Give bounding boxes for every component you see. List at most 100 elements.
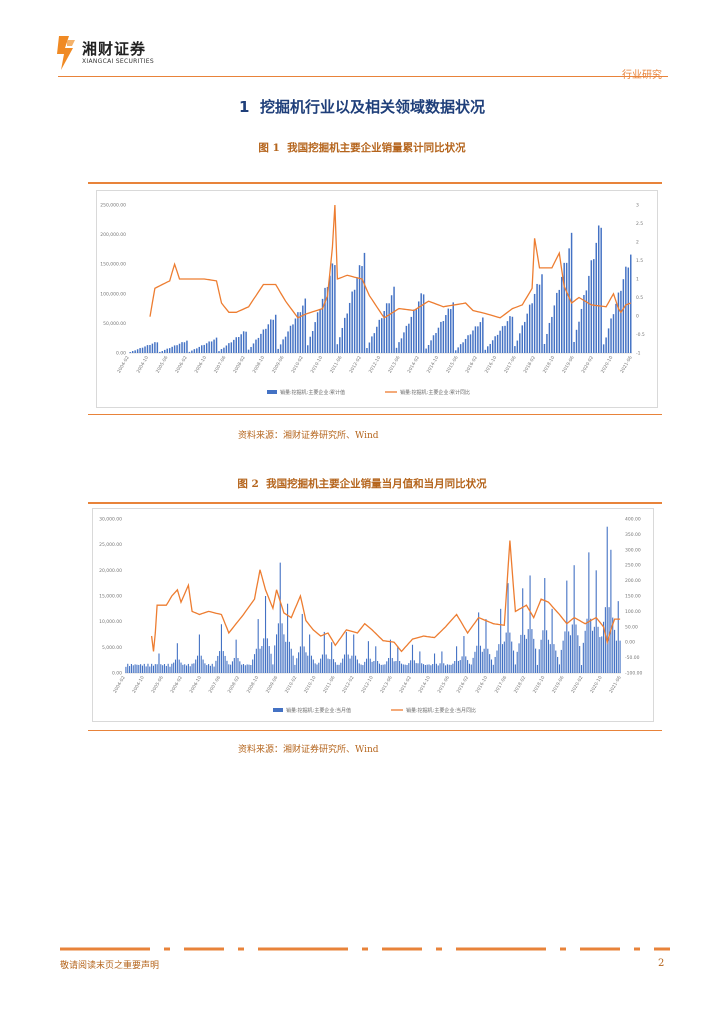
- x-tick-label: 2004-10: [131, 675, 146, 694]
- bar: [344, 317, 346, 353]
- y-right-tick-label: 100.00: [625, 609, 641, 615]
- legend-bar-label: 销量:挖掘机:主要企业:累计值: [280, 389, 345, 396]
- bar: [319, 309, 321, 353]
- bar: [143, 663, 145, 673]
- bar: [208, 341, 210, 353]
- series-line: [150, 540, 621, 653]
- bar: [509, 316, 511, 353]
- bar: [432, 664, 434, 673]
- bar: [426, 664, 428, 673]
- bar: [417, 301, 420, 353]
- bar: [615, 640, 617, 673]
- bar: [255, 339, 257, 353]
- bar: [382, 664, 384, 673]
- x-tick-label: 2013-06: [387, 355, 402, 374]
- bar: [519, 333, 521, 353]
- bar: [575, 329, 578, 353]
- bar: [336, 664, 338, 673]
- bar: [353, 289, 356, 353]
- bar: [314, 322, 316, 353]
- bar: [331, 263, 334, 353]
- bar: [533, 293, 536, 353]
- bar: [448, 664, 450, 673]
- bar: [237, 337, 240, 353]
- bar: [417, 663, 419, 673]
- bar: [441, 651, 443, 673]
- bar: [419, 651, 421, 673]
- x-tick-label: 2008-02: [232, 355, 247, 374]
- bar: [384, 664, 386, 673]
- x-tick-label: 2008-10: [246, 675, 261, 694]
- page-number: 2: [658, 958, 665, 969]
- bar: [557, 656, 559, 673]
- bar: [541, 274, 543, 353]
- bar: [543, 343, 546, 353]
- bar: [595, 242, 597, 353]
- bar: [331, 642, 333, 673]
- bar: [141, 347, 144, 353]
- bar: [334, 662, 336, 673]
- bar: [560, 276, 563, 353]
- bar: [625, 266, 627, 353]
- bar: [551, 316, 553, 353]
- logo-mark-icon: [57, 36, 75, 70]
- bar: [377, 660, 379, 673]
- bar: [558, 664, 561, 673]
- bar: [166, 348, 168, 353]
- bar: [250, 665, 252, 673]
- bar: [218, 351, 220, 353]
- bar: [323, 631, 325, 673]
- bar: [408, 323, 410, 353]
- bar: [345, 631, 347, 673]
- bar: [464, 338, 467, 353]
- bar: [215, 660, 217, 673]
- y-right-tick-label: 2: [636, 240, 639, 246]
- bar: [197, 655, 199, 673]
- bar: [205, 343, 208, 353]
- bar: [348, 302, 351, 353]
- bar: [443, 663, 445, 673]
- x-tick-label: 2006-02: [174, 355, 189, 374]
- bar: [351, 655, 353, 673]
- bar: [413, 660, 415, 673]
- bar: [450, 664, 452, 673]
- bar: [178, 659, 180, 673]
- bar: [529, 575, 531, 673]
- bar: [410, 660, 412, 673]
- bar: [151, 343, 154, 353]
- bar: [188, 351, 191, 353]
- bar: [476, 645, 478, 673]
- bar: [246, 664, 248, 673]
- bar: [145, 666, 147, 673]
- bar: [173, 662, 175, 673]
- x-tick-label: 2008-10: [252, 355, 267, 374]
- x-tick-label: 2018-02: [522, 355, 537, 374]
- bar: [200, 345, 203, 353]
- bar: [522, 588, 524, 673]
- bar: [385, 303, 388, 353]
- bar: [228, 343, 230, 353]
- bar: [605, 337, 607, 353]
- bar: [465, 656, 467, 673]
- x-tick-label: 2004-10: [135, 355, 150, 374]
- bar: [257, 337, 260, 353]
- bar: [489, 343, 491, 353]
- bar: [220, 624, 222, 673]
- bar: [193, 663, 195, 673]
- bar: [248, 664, 250, 673]
- bar: [240, 334, 242, 353]
- bar: [620, 290, 622, 353]
- bar: [452, 663, 454, 673]
- y-left-tick-label: 100,000.00: [100, 291, 126, 297]
- x-tick-label: 2014-10: [426, 355, 441, 374]
- bar: [383, 311, 385, 353]
- bar: [356, 277, 358, 353]
- bar: [540, 639, 542, 673]
- bar: [615, 303, 617, 353]
- bar: [570, 232, 573, 353]
- bar: [272, 319, 274, 353]
- bar: [380, 664, 382, 673]
- bar: [614, 629, 616, 673]
- y-right-tick-label: 300.00: [625, 547, 641, 553]
- bar: [506, 321, 509, 353]
